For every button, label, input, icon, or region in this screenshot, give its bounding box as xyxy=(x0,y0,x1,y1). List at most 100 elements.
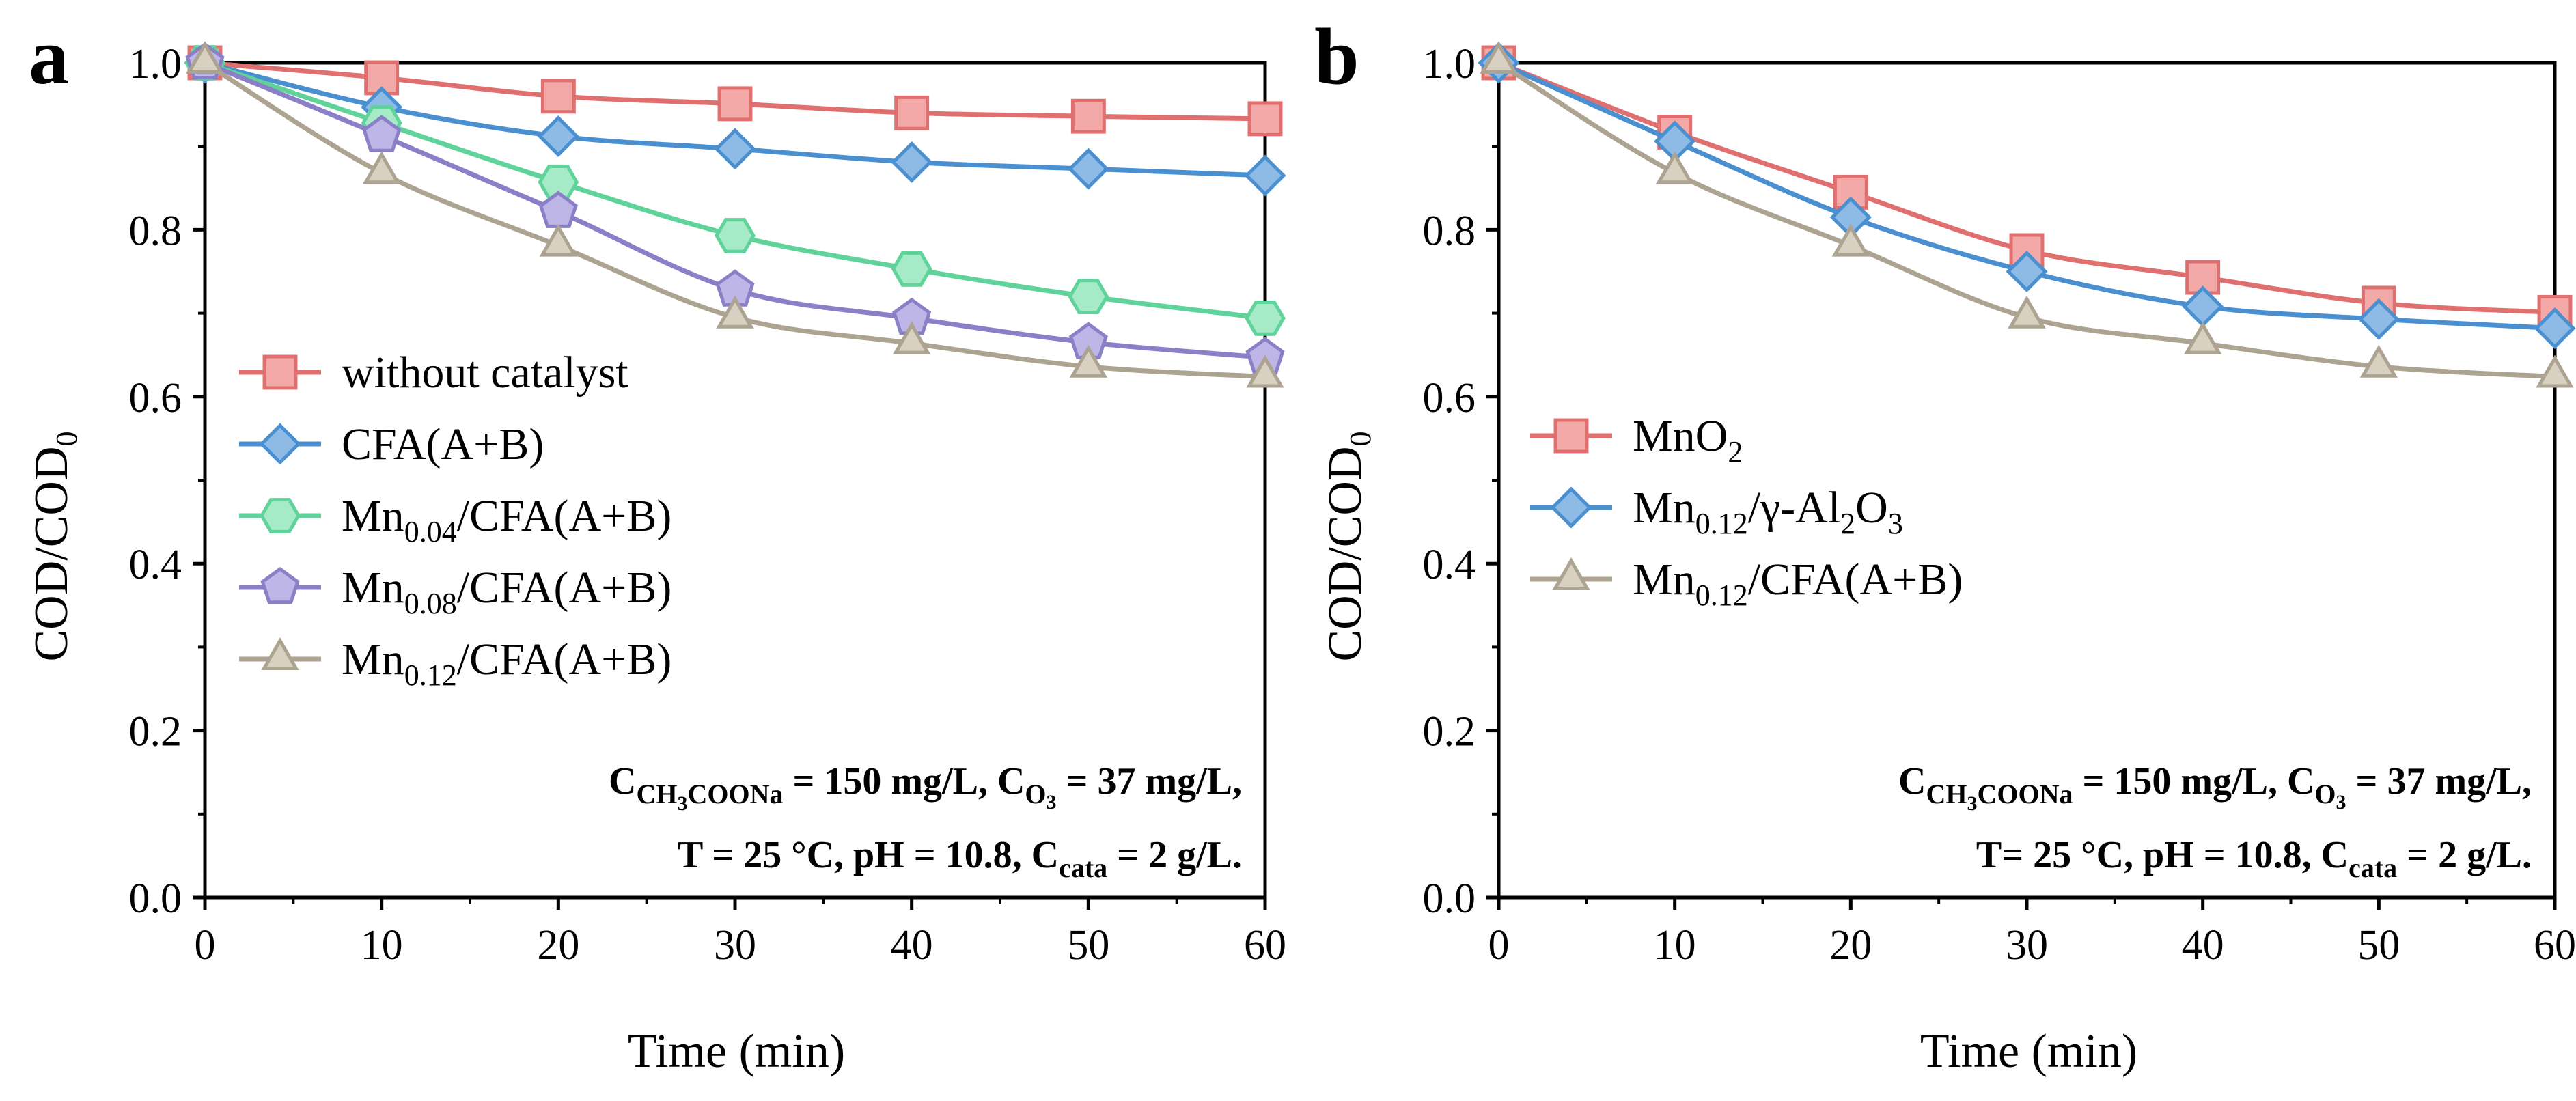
legend-label-main: without catalyst xyxy=(342,348,628,398)
x-tick-label: 60 xyxy=(1244,922,1286,968)
cond-c2: C xyxy=(997,760,1025,803)
legend-label-sub: 0.04 xyxy=(404,515,457,548)
conditions-line-1: CCH3COONa = 150 mg/L, CO3 = 37 mg/L, xyxy=(609,760,1242,815)
legend-label: Mn0.12/γ-Al2O3 xyxy=(1633,483,1903,540)
x-tick-label: 20 xyxy=(537,922,579,968)
legend-label-main: CFA(A+B) xyxy=(342,419,544,469)
cond-cata: cata xyxy=(1059,852,1107,883)
data-point xyxy=(891,251,932,287)
series-Mn0.12/CFA(A+B) xyxy=(186,41,1284,388)
legend-label-sub2: 2 xyxy=(1840,507,1855,540)
data-point xyxy=(2357,298,2400,340)
legend-label-sub: 2 xyxy=(1728,435,1743,469)
chart-panel-a: a COD/COD0 Time (min) 0 10 20 30 40 50 600.00.… xyxy=(25,12,1286,1078)
legend-label-rest: /γ-Al xyxy=(1748,483,1840,533)
legend-marker xyxy=(259,423,301,465)
data-point xyxy=(1069,344,1108,378)
cond-c: C xyxy=(1898,760,1926,803)
data-point xyxy=(186,41,224,74)
legend-item: without catalyst xyxy=(239,348,628,398)
legend-marker xyxy=(260,566,300,604)
cond-eq2: = 2 g/L. xyxy=(1107,834,1242,876)
x-axis-title: Time (min) xyxy=(628,1025,845,1078)
x-tick-label: 40 xyxy=(891,922,933,968)
data-point xyxy=(2008,295,2046,329)
data-point xyxy=(539,223,578,257)
cond-ch: CH xyxy=(636,779,677,809)
data-point xyxy=(1480,41,1518,74)
y-axis-title-main: COD/COD xyxy=(1319,446,1372,661)
cond-o3: 3 xyxy=(1047,791,1057,813)
cond-3: 3 xyxy=(1967,792,1977,815)
x-tick-label: 0 xyxy=(1488,922,1510,968)
y-tick-label: 0.8 xyxy=(129,208,182,254)
x-tick-label: 50 xyxy=(1067,922,1109,968)
cond-3: 3 xyxy=(677,792,687,815)
legend-label-rest: /CFA(A+B) xyxy=(457,635,672,684)
x-tick-label: 0 xyxy=(195,922,216,968)
cond-c2: C xyxy=(2287,760,2314,803)
y-tick-label: 0.0 xyxy=(129,876,182,922)
y-axis-title-sub: 0 xyxy=(1344,431,1377,446)
legend-label-main: Mn xyxy=(1633,483,1695,533)
conditions-line-2: T= 25 °C, pH = 10.8, Ccata = 2 g/L. xyxy=(1976,834,2532,883)
legend-label: Mn0.12/CFA(A+B) xyxy=(1633,555,1963,612)
data-point xyxy=(2534,307,2576,350)
data-point xyxy=(715,218,756,253)
y-tick-label: 0.0 xyxy=(1423,876,1476,922)
data-point xyxy=(538,191,578,228)
y-tick-label: 0.6 xyxy=(129,375,182,421)
legend-label: MnO2 xyxy=(1633,411,1743,469)
legend-label: CFA(A+B) xyxy=(342,419,544,469)
data-point xyxy=(892,321,931,354)
x-axis-title: Time (min) xyxy=(1920,1025,2137,1078)
cond-c: C xyxy=(609,760,636,803)
chart-panel-b: b COD/COD0 Time (min) 0 10 20 30 40 50 600.00.… xyxy=(1314,12,2576,1078)
data-point xyxy=(717,86,753,122)
x-tick-label: 50 xyxy=(2357,922,2400,968)
data-point xyxy=(1247,101,1283,137)
legend-marker xyxy=(261,637,299,670)
cond-coona: COONa xyxy=(1977,779,2073,809)
y-axis-title-text: COD/COD0 xyxy=(1319,431,1377,661)
legend-label-main: Mn xyxy=(1633,555,1695,604)
cond-o: O xyxy=(2314,779,2336,809)
cond-line2-pre: T= 25 °C, pH = 10.8, xyxy=(1976,834,2321,876)
x-tick-label: 40 xyxy=(2182,922,2224,968)
y-tick-label: 0.2 xyxy=(129,709,182,755)
data-point xyxy=(2536,354,2574,388)
legend-item: CFA(A+B) xyxy=(239,419,544,469)
x-tick-label: 10 xyxy=(1654,922,1696,968)
legend-label-sub: 0.08 xyxy=(404,587,457,620)
legend-label-rest: /CFA(A+B) xyxy=(457,563,672,613)
legend-label: without catalyst xyxy=(342,348,628,398)
data-point xyxy=(714,128,756,170)
data-point xyxy=(362,151,401,184)
conditions-annotation: CCH3COONa = 150 mg/L, CO3 = 37 mg/L, T =… xyxy=(609,760,1242,883)
data-point xyxy=(2006,250,2048,293)
legend-label-sub3: 3 xyxy=(1888,507,1903,540)
y-tick-label: 1.0 xyxy=(1423,41,1476,87)
y-tick-label: 0.4 xyxy=(1423,542,1476,588)
data-point xyxy=(2359,344,2398,378)
y-tick-label: 0.2 xyxy=(1423,709,1476,755)
legend-label-main: Mn xyxy=(342,491,404,541)
legend-marker xyxy=(262,354,298,390)
cond-eq150: = 150 mg/L, xyxy=(2073,760,2286,803)
y-tick-label: 0.4 xyxy=(129,542,182,588)
x-tick-label: 30 xyxy=(714,922,756,968)
legend-label: Mn0.08/CFA(A+B) xyxy=(342,563,671,620)
legend-marker xyxy=(1553,418,1589,454)
data-point xyxy=(540,79,576,114)
data-point xyxy=(894,95,930,130)
x-tick-label: 30 xyxy=(2006,922,2048,968)
data-point xyxy=(1831,223,1870,257)
data-point xyxy=(891,141,933,183)
y-axis-title-main: COD/COD xyxy=(25,446,78,661)
plot-area: 0 10 20 30 40 50 60 0.0 0.2 0.4 0.6 0.8 1.0 xyxy=(129,41,1287,968)
legend-label-main: Mn xyxy=(342,635,404,684)
y-axis-title-sub: 0 xyxy=(50,431,83,446)
data-point xyxy=(362,115,402,152)
legend-item: Mn0.08/CFA(A+B) xyxy=(239,563,671,620)
x-tick-label: 60 xyxy=(2534,922,2576,968)
